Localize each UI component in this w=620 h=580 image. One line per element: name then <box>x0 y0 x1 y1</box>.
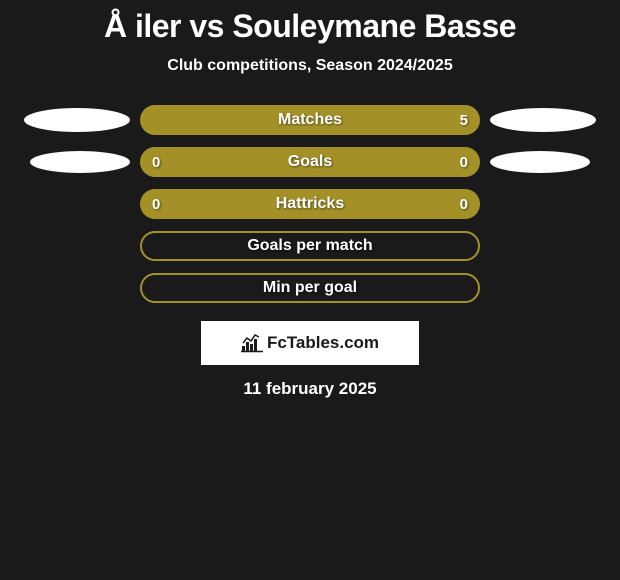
stat-bar: Goals per match <box>140 231 480 261</box>
logo-text: FcTables.com <box>267 333 379 353</box>
value-right: 0 <box>460 196 468 213</box>
stat-label: Goals per match <box>247 237 372 255</box>
stat-bar: 0 Goals 0 <box>140 147 480 177</box>
infographic-container: Å iler vs Souleymane Basse Club competit… <box>0 0 620 399</box>
stat-row: Matches 5 <box>0 105 620 135</box>
stat-label: Goals <box>288 153 332 171</box>
ellipse-left <box>30 151 130 173</box>
fctables-logo[interactable]: FcTables.com <box>201 321 419 365</box>
ellipse-right <box>490 151 590 173</box>
stat-row: 0 Hattricks 0 <box>0 189 620 219</box>
value-right: 0 <box>460 154 468 171</box>
page-subtitle: Club competitions, Season 2024/2025 <box>0 57 620 75</box>
stat-label: Min per goal <box>263 279 357 297</box>
chart-icon <box>241 333 263 353</box>
stat-row: Goals per match <box>0 231 620 261</box>
stat-bar: 0 Hattricks 0 <box>140 189 480 219</box>
stat-label: Matches <box>278 111 342 129</box>
stat-bar: Min per goal <box>140 273 480 303</box>
stat-row: Min per goal <box>0 273 620 303</box>
stats-rows: Matches 5 0 Goals 0 0 Hattricks 0 Goals per matc… <box>0 105 620 303</box>
value-left: 0 <box>152 154 160 171</box>
ellipse-left <box>24 108 130 132</box>
stat-bar: Matches 5 <box>140 105 480 135</box>
stat-row: 0 Goals 0 <box>0 147 620 177</box>
stat-label: Hattricks <box>276 195 344 213</box>
date-text: 11 february 2025 <box>0 379 620 399</box>
value-left: 0 <box>152 196 160 213</box>
page-title: Å iler vs Souleymane Basse <box>0 8 620 45</box>
ellipse-right <box>490 108 596 132</box>
value-right: 5 <box>460 112 468 129</box>
logo-box: FcTables.com <box>0 321 620 365</box>
